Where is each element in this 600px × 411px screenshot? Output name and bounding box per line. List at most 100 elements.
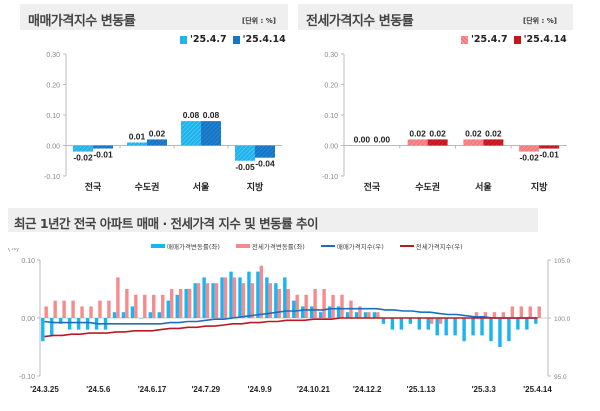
trend-panel-header-ext (273, 208, 538, 232)
jeonse-change-bar (519, 306, 523, 318)
category-label: 지방 (531, 181, 548, 192)
jeonse-change-bar (295, 294, 299, 318)
legend-label-sale-index: 매매가격지수(우) (336, 243, 384, 251)
legend-swatch-sale-change (151, 244, 165, 248)
bar-curr (93, 145, 113, 149)
trend-chart: (%) 0.10 0.00 -0.10 105.0 100.0 95.0 '24.3.25 '2… (8, 248, 571, 394)
sale-change-bar (453, 318, 457, 336)
x-tick-label: '25.1.13 (407, 385, 436, 394)
y-tick-label: 0.00 (46, 144, 60, 151)
sale-change-bar (471, 318, 475, 336)
sale-change-bar (121, 312, 126, 318)
data-label: 0.02 (485, 128, 502, 138)
bar-prev (463, 139, 484, 146)
x-tick-label: '24.5.6 (86, 385, 111, 394)
category-label: 서울 (193, 181, 210, 192)
x-tick-label: '24.10.21 (297, 385, 331, 394)
sale-change-bar (435, 318, 439, 336)
jeonse-change-bar (196, 283, 201, 318)
legend-swatch-jeonse-index (399, 245, 414, 247)
trend-panel: 최근 1년간 전국 아파트 매매 · 전세가격 지수 및 변동률 추이 매매가격… (8, 208, 592, 408)
bar-prev (519, 145, 540, 152)
sale-change-bar (363, 312, 368, 318)
sale-index-line (44, 307, 538, 325)
sale-change-bar (399, 318, 404, 330)
sale-change-bar (50, 318, 54, 336)
sale-change-bar (76, 318, 81, 330)
y-tick-label: 0.20 (324, 83, 338, 90)
data-label: -0.01 (93, 150, 113, 160)
y-tick-label: -0.10 (44, 174, 60, 181)
jeonse-change-bar (331, 294, 335, 318)
trend-panel-title: 최근 1년간 전국 아파트 매매 · 전세가격 지수 및 변동률 추이 (14, 216, 318, 231)
jeonse-change-bar (286, 289, 290, 318)
y-tick-label: 0.00 (324, 144, 338, 151)
jeonse-change-bar (178, 289, 183, 318)
data-label: 0.02 (409, 128, 426, 138)
jeonse-panel-header (298, 4, 573, 30)
left-tick-label: 0.00 (21, 316, 35, 323)
jeonse-change-bar (429, 318, 434, 324)
legend-item-jeonse-change: 전세가격변동률(좌) (235, 241, 305, 251)
left-axis-unit: (%) (8, 248, 19, 252)
jeonse-change-bar (169, 289, 174, 318)
sale-change-bar (184, 289, 188, 318)
jeonse-change-bar (528, 306, 532, 318)
category-label: 전국 (85, 181, 102, 192)
y-tick-label: 0.30 (46, 52, 60, 59)
bar-prev (127, 142, 147, 146)
jeonse-change-bar (143, 294, 147, 318)
legend-label-curr: '25.4.14 (242, 34, 286, 45)
jeonse-panel-title: 전세가격지수 변동률 (306, 14, 414, 29)
legend-item-prev: '25.4.7 (461, 34, 508, 45)
category-label: 서울 (475, 181, 492, 192)
sale-change-bar (489, 318, 493, 342)
jeonse-change-bar (161, 294, 165, 318)
legend-label-sale-change: 매매가격변동률(좌) (167, 243, 220, 251)
sale-change-bar (148, 312, 153, 318)
data-label: -0.02 (519, 153, 539, 163)
bar-curr (483, 139, 504, 146)
y-tick-label: 0.20 (46, 83, 60, 90)
jeonse-change-bar (322, 289, 326, 318)
legend-item-curr: '25.4.14 (513, 34, 567, 45)
sale-change-bar (139, 318, 144, 319)
sale-change-bar (274, 283, 278, 318)
sale-change-bar (265, 277, 269, 318)
sale-change-panel: 매매가격지수 변동률 [단위 : %] '25.4.7 '25.4.14 0.3… (20, 4, 288, 194)
legend-swatch-curr (232, 35, 240, 44)
legend-label-prev: '25.4.7 (471, 34, 508, 45)
bar-prev (181, 121, 201, 146)
data-label: 0.08 (183, 110, 200, 120)
sale-panel-title: 매매가격지수 변동률 (28, 14, 136, 29)
sale-change-bar (220, 277, 224, 318)
y-tick-label: 0.10 (324, 113, 338, 120)
sale-change-bar (390, 318, 395, 330)
legend-swatch-prev (461, 35, 468, 44)
data-label: 0.01 (129, 131, 146, 141)
legend-swatch-sale-index (320, 245, 335, 247)
data-label: 0.02 (429, 128, 446, 138)
sale-change-bar (336, 306, 341, 318)
jeonse-change-bar (492, 312, 497, 318)
legend-label-jeonse-change: 전세가격변동률(좌) (251, 243, 305, 251)
sale-change-bar (130, 306, 135, 318)
jeonse-change-bar (232, 277, 237, 318)
x-tick-label: '24.12.2 (353, 385, 382, 394)
sale-change-bar (417, 318, 421, 330)
y-tick-label: -0.10 (322, 174, 338, 181)
jeonse-change-panel: 전세가격지수 변동률 [단위 : %] '25.4.7 '25.4.14 0.3… (298, 4, 573, 194)
jeonse-change-bar (107, 300, 111, 318)
category-label: 수도권 (135, 181, 160, 192)
left-tick-label: 0.10 (21, 258, 35, 265)
jeonse-change-bar (116, 277, 120, 318)
sale-change-bar (292, 300, 296, 318)
sale-change-bar (157, 312, 162, 318)
category-label: 전국 (364, 181, 381, 192)
jeonse-change-bar (53, 300, 57, 318)
sale-change-bar (310, 306, 314, 318)
legend-item-jeonse-index: 전세가격지수(우) (399, 241, 463, 251)
sale-change-bar (462, 318, 466, 342)
sale-unit-label: [단위 : %] (242, 17, 276, 25)
